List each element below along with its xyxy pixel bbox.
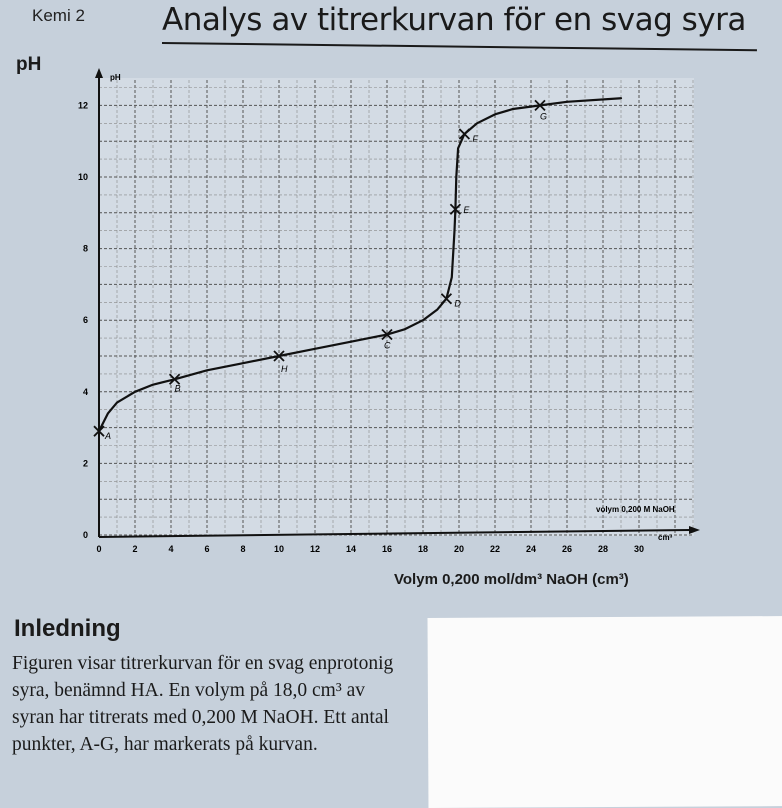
y-axis-caption: pH (16, 54, 42, 75)
x-axis-label: volym 0,200 M NaOH (596, 505, 675, 514)
point-marker-cross (534, 99, 546, 112)
point-label: B (175, 383, 181, 393)
y-tick-label: 8 (83, 244, 88, 254)
point-f: F (458, 128, 478, 144)
titration-curve (97, 97, 623, 433)
x-tick-label: 16 (382, 544, 392, 554)
y-tick-label: 12 (78, 100, 88, 110)
point-label: D (454, 299, 461, 309)
intro-paragraph: Figuren visar titrerkurvan för en svag e… (12, 653, 394, 755)
x-tick-label: 6 (204, 544, 209, 554)
point-c: C (381, 328, 393, 351)
y-tick-label: 10 (78, 172, 88, 182)
x-tick-label: 26 (562, 544, 572, 554)
x-axis-arrow (689, 526, 700, 534)
y-tick-label: 6 (83, 315, 88, 325)
point-h: H (273, 350, 288, 374)
point-a: A (93, 425, 111, 441)
x-tick-label: 24 (526, 544, 536, 554)
x-axis-caption: Volym 0,200 mol/dm³ NaOH (cm³) (394, 571, 629, 588)
y-axis-arrow (95, 68, 103, 78)
x-tick-label: 20 (454, 544, 464, 554)
x-tick-label: 8 (240, 544, 245, 554)
point-label: F (472, 134, 478, 144)
point-marker-cross (93, 425, 105, 437)
point-d: D (440, 293, 461, 309)
point-label: C (384, 341, 391, 351)
curve-points: A B H C D E F G (93, 99, 547, 441)
x-tick-label: 4 (168, 544, 173, 554)
point-label: E (463, 205, 470, 215)
y-tick-label: 4 (83, 387, 88, 397)
point-g: G (534, 99, 547, 121)
y-tick-label: 2 (83, 458, 88, 468)
x-tick-label: 0 (96, 544, 101, 554)
y-tick-label: 0 (83, 530, 88, 540)
point-label: A (104, 431, 111, 441)
blank-area (427, 616, 782, 808)
point-marker-cross (458, 128, 471, 140)
section-heading: Inledning (14, 615, 121, 642)
y-axis-label: pH (110, 73, 121, 82)
point-e: E (449, 203, 470, 215)
x-tick-label: 30 (634, 544, 644, 554)
x-tick-label: 18 (418, 544, 428, 554)
point-marker-cross (168, 373, 181, 385)
point-label: H (281, 364, 288, 374)
course-label: Kemi 2 (32, 6, 85, 25)
point-marker-cross (440, 293, 453, 305)
page-title: Analys av titrerkurvan för en svag syra (162, 2, 746, 38)
titration-chart: pH volym 0,200 M NaOH cm³ 0 2 4 6 8 10 12 14 16 1… (78, 68, 700, 554)
plot-background (99, 78, 694, 536)
x-tick-label: 2 (132, 544, 137, 554)
point-b: B (168, 373, 181, 393)
point-marker-cross (449, 203, 462, 215)
x-tick-label: 28 (598, 544, 608, 554)
x-axis (98, 529, 691, 538)
x-axis-unit: cm³ (658, 533, 673, 542)
x-tick-label: 12 (310, 544, 320, 554)
x-tick-label: 22 (490, 544, 500, 554)
x-tick-label: 10 (274, 544, 284, 554)
point-marker-cross (381, 328, 393, 341)
axes: pH volym 0,200 M NaOH cm³ (95, 68, 700, 542)
grid (98, 80, 694, 536)
point-marker-cross (273, 350, 285, 362)
point-label: G (540, 111, 547, 121)
x-tick-label: 14 (346, 544, 356, 554)
